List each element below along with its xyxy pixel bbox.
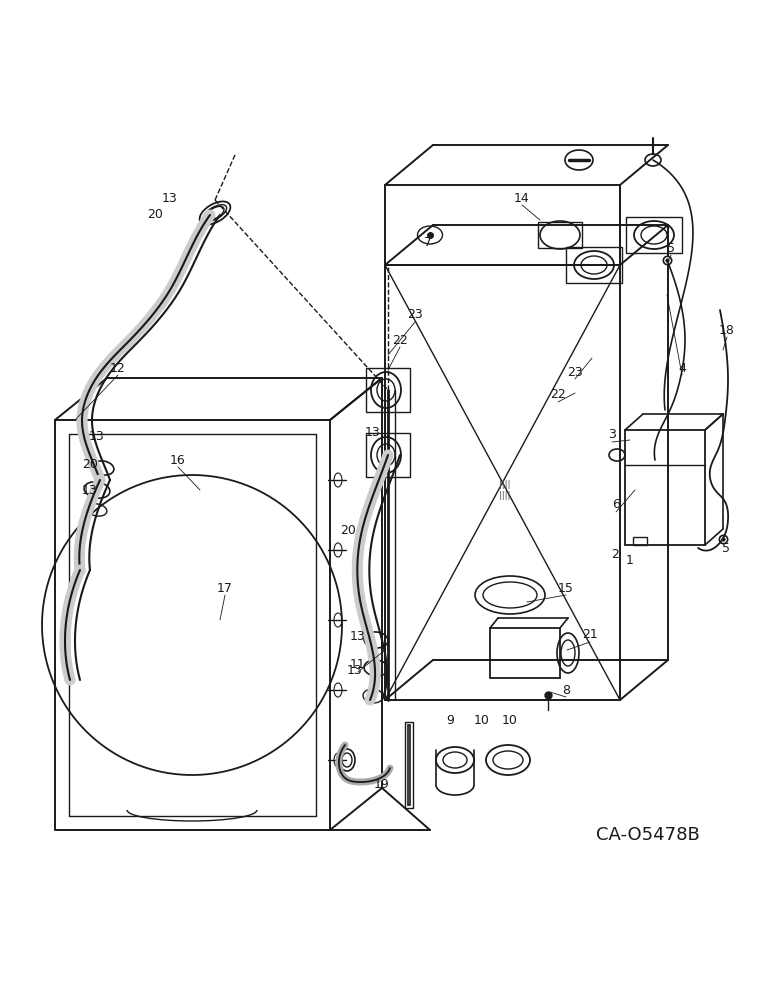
- Text: 3: 3: [608, 428, 616, 442]
- Text: 20: 20: [82, 458, 98, 472]
- Text: 13: 13: [347, 664, 363, 676]
- Text: 8: 8: [562, 684, 570, 696]
- Text: 1: 1: [626, 554, 634, 566]
- Text: CA-O5478B: CA-O5478B: [596, 826, 700, 844]
- Text: 6: 6: [612, 498, 620, 512]
- Bar: [633, 537, 647, 545]
- Text: 18: 18: [719, 324, 735, 336]
- Text: 12: 12: [110, 361, 126, 374]
- Text: 13: 13: [89, 430, 105, 444]
- Bar: [366, 368, 410, 412]
- Text: 13: 13: [82, 484, 98, 496]
- Text: 19: 19: [374, 778, 390, 792]
- Text: 10: 10: [474, 714, 490, 726]
- Text: 14: 14: [514, 192, 530, 205]
- Text: 9: 9: [446, 714, 454, 726]
- Bar: [405, 722, 413, 808]
- Text: 10: 10: [502, 714, 518, 726]
- Text: 21: 21: [582, 629, 598, 642]
- Bar: [625, 430, 705, 545]
- Text: 22: 22: [550, 388, 566, 401]
- Text: 13: 13: [162, 192, 178, 205]
- Bar: [626, 217, 682, 253]
- Bar: [366, 433, 410, 477]
- Text: 15: 15: [558, 582, 574, 594]
- Text: 23: 23: [407, 308, 423, 322]
- Text: 7: 7: [424, 235, 432, 248]
- Text: 4: 4: [678, 361, 686, 374]
- Text: 17: 17: [217, 582, 233, 594]
- Text: 23: 23: [567, 365, 583, 378]
- Bar: [490, 628, 560, 678]
- Text: 22: 22: [392, 334, 408, 347]
- Text: 20: 20: [147, 209, 163, 222]
- Text: 20: 20: [340, 524, 356, 536]
- Text: ||||
||||: |||| ||||: [499, 480, 511, 500]
- Text: 13: 13: [365, 426, 381, 438]
- Text: 5: 5: [667, 241, 675, 254]
- Bar: [566, 247, 622, 283]
- Text: 5: 5: [722, 542, 730, 554]
- Text: 16: 16: [170, 454, 186, 466]
- Bar: [538, 222, 582, 248]
- Bar: [408, 725, 410, 805]
- Text: 13: 13: [350, 630, 366, 643]
- Text: 2: 2: [611, 548, 619, 562]
- Text: 11: 11: [350, 658, 366, 672]
